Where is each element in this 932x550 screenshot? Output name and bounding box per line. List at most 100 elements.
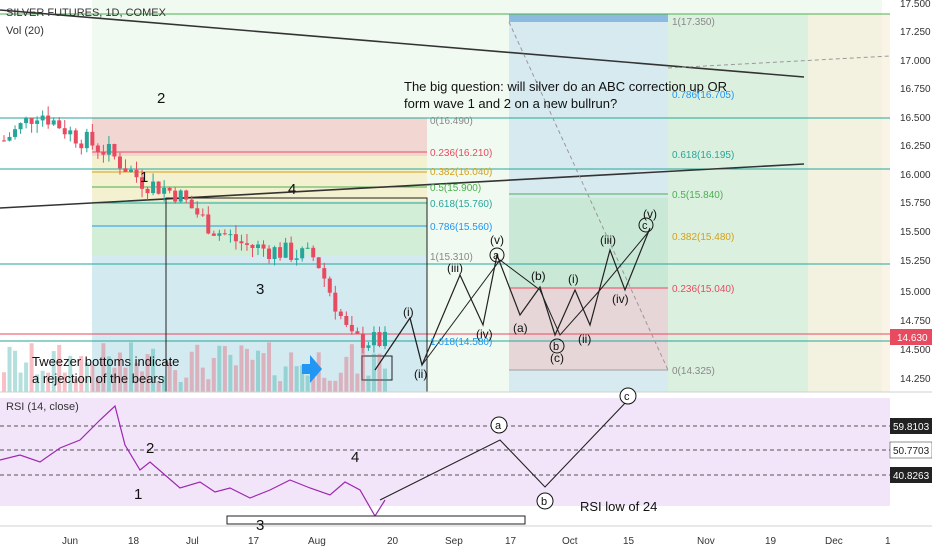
candle-body[interactable] — [189, 199, 194, 209]
volume-bar — [51, 351, 56, 392]
candle-body[interactable] — [267, 248, 272, 259]
candle-body[interactable] — [322, 268, 327, 279]
fib-label: 0.618(15.760) — [430, 199, 492, 210]
candle-body[interactable] — [173, 190, 178, 202]
price-tick: 14.750 — [900, 316, 931, 327]
candle-body[interactable] — [278, 247, 283, 258]
candle-body[interactable] — [338, 311, 343, 317]
candle-body[interactable] — [239, 241, 244, 244]
candle-body[interactable] — [40, 115, 45, 121]
volume-bar — [289, 352, 294, 392]
candle-body[interactable] — [228, 234, 233, 236]
symbol-label[interactable]: SILVER FUTURES, 1D, COMEX — [6, 7, 167, 19]
candle-body[interactable] — [349, 324, 354, 332]
candle-body[interactable] — [344, 316, 349, 325]
candle-body[interactable] — [29, 118, 34, 124]
time-axis[interactable]: Jun 18 Jul 17 Aug 20 Sep 17 Oct 15 Nov 1… — [62, 536, 891, 547]
candle-body[interactable] — [51, 120, 56, 125]
volume-bar — [57, 344, 62, 392]
candle-body[interactable] — [371, 332, 376, 346]
candle-body[interactable] — [117, 156, 122, 169]
candle-body[interactable] — [129, 169, 133, 172]
candle-body[interactable] — [222, 233, 227, 235]
candle-body[interactable] — [355, 331, 360, 334]
candle-body[interactable] — [73, 130, 78, 144]
candle-body[interactable] — [57, 120, 62, 129]
rsi-wave-labels: 1 2 3 4 — [134, 440, 359, 534]
candle-body[interactable] — [62, 128, 67, 135]
candles[interactable] — [2, 106, 387, 354]
rsi-projection[interactable] — [379, 399, 629, 501]
candle-body[interactable] — [289, 242, 294, 260]
candle-body[interactable] — [305, 247, 310, 249]
candle-body[interactable] — [90, 131, 95, 146]
candle-body[interactable] — [24, 118, 29, 124]
candle-body[interactable] — [46, 115, 51, 125]
candle-body[interactable] — [151, 181, 156, 194]
candle-body[interactable] — [145, 188, 150, 194]
candle-body[interactable] — [300, 248, 305, 259]
candle-body[interactable] — [2, 140, 6, 142]
price-tick: 15.750 — [900, 198, 931, 209]
volume-bar — [344, 356, 349, 392]
tweezer-box[interactable] — [361, 355, 393, 381]
volume-label[interactable]: Vol (20) — [6, 25, 44, 37]
candle-body[interactable] — [35, 120, 40, 124]
candle-body[interactable] — [316, 257, 321, 269]
candle-body[interactable] — [250, 244, 255, 249]
candle-body[interactable] — [13, 129, 18, 137]
candle-body[interactable] — [311, 247, 316, 258]
candle-body[interactable] — [68, 130, 73, 135]
price-axis[interactable] — [890, 0, 932, 550]
wave-label: (i) — [403, 305, 414, 319]
time-tick: Nov — [697, 536, 715, 547]
candle-body[interactable] — [256, 244, 260, 249]
rsi-title[interactable]: RSI (14, close) — [6, 401, 79, 413]
candle-body[interactable] — [211, 233, 216, 236]
candle-body[interactable] — [18, 123, 23, 130]
candle-body[interactable] — [383, 331, 387, 347]
candle-body[interactable] — [95, 145, 100, 153]
candle-body[interactable] — [140, 177, 145, 189]
candle-body[interactable] — [84, 131, 89, 149]
candle-body[interactable] — [233, 234, 238, 242]
candle-body[interactable] — [184, 190, 189, 200]
candle-body[interactable] — [134, 169, 139, 178]
candle-body[interactable] — [283, 242, 288, 258]
candle-body[interactable] — [366, 345, 371, 348]
candle-body[interactable] — [327, 278, 332, 293]
candle-body[interactable] — [195, 208, 200, 215]
candle-body[interactable] — [106, 143, 111, 155]
price-tick: 14.500 — [900, 345, 931, 356]
candle-body[interactable] — [112, 143, 117, 157]
candle-body[interactable] — [79, 143, 84, 149]
candle-body[interactable] — [167, 187, 172, 191]
candle-body[interactable] — [7, 136, 12, 141]
projection-path-1[interactable] — [374, 227, 651, 371]
candle-body[interactable] — [333, 292, 338, 312]
candle-body[interactable] — [178, 190, 183, 202]
projection-path-2[interactable] — [374, 229, 651, 371]
candle-body[interactable] — [261, 244, 266, 249]
candle-body[interactable] — [101, 152, 106, 155]
trendline-upper[interactable] — [0, 9, 805, 78]
candle-body[interactable] — [200, 214, 205, 216]
candle-body[interactable] — [217, 233, 222, 236]
candle-body[interactable] — [156, 181, 161, 194]
rsi-axis: 59.8103 50.7703 40.8263 — [889, 418, 932, 483]
wave-label: 3 — [256, 281, 264, 298]
price-tick: 17.500 — [900, 0, 931, 10]
candle-body[interactable] — [206, 214, 211, 234]
trendline-lower[interactable] — [0, 163, 805, 209]
candle-body[interactable] — [244, 243, 249, 245]
candle-body[interactable] — [294, 258, 299, 260]
candle-body[interactable] — [123, 168, 128, 172]
candle-body[interactable] — [360, 333, 365, 348]
candle-body[interactable] — [272, 247, 277, 259]
rsi-line[interactable] — [0, 404, 386, 518]
volume-bar — [112, 367, 117, 392]
candle-body[interactable] — [377, 332, 382, 347]
rsi-circled-labels: a b c — [490, 387, 637, 510]
candle-body[interactable] — [162, 187, 167, 194]
